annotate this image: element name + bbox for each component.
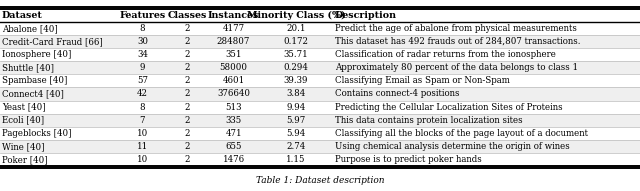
Text: 30: 30 — [137, 37, 148, 46]
Text: 0.294: 0.294 — [284, 63, 308, 72]
Text: 11: 11 — [137, 142, 148, 151]
Text: 7: 7 — [140, 116, 145, 125]
Text: 39.39: 39.39 — [284, 76, 308, 85]
Text: 2: 2 — [184, 155, 190, 164]
Text: Description: Description — [335, 11, 397, 20]
Text: Approximately 80 percent of the data belongs to class 1: Approximately 80 percent of the data bel… — [335, 63, 578, 72]
Text: 284807: 284807 — [217, 37, 250, 46]
Text: 2: 2 — [184, 50, 190, 59]
Text: This dataset has 492 frauds out of 284,807 transactions.: This dataset has 492 frauds out of 284,8… — [335, 37, 580, 46]
Text: 335: 335 — [225, 116, 242, 125]
Text: Classifying all the blocks of the page layout of a document: Classifying all the blocks of the page l… — [335, 129, 588, 138]
Text: 57: 57 — [137, 76, 148, 85]
Text: Classifying Email as Spam or Non-Spam: Classifying Email as Spam or Non-Spam — [335, 76, 509, 85]
Text: 2: 2 — [184, 24, 190, 33]
Text: Shuttle [40]: Shuttle [40] — [2, 63, 54, 72]
Text: Predict the age of abalone from physical measurements: Predict the age of abalone from physical… — [335, 24, 577, 33]
Text: 35.71: 35.71 — [284, 50, 308, 59]
Text: Credit-Card Fraud [66]: Credit-Card Fraud [66] — [2, 37, 102, 46]
Text: 0.172: 0.172 — [284, 37, 308, 46]
Text: Dataset: Dataset — [2, 11, 43, 20]
Text: 655: 655 — [225, 142, 242, 151]
Text: Classification of radar returns from the ionosphere: Classification of radar returns from the… — [335, 50, 556, 59]
Text: 513: 513 — [225, 103, 242, 112]
FancyBboxPatch shape — [0, 35, 640, 48]
Text: Spambase [40]: Spambase [40] — [2, 76, 67, 85]
Text: Connect4 [40]: Connect4 [40] — [2, 89, 64, 98]
Text: 1.15: 1.15 — [286, 155, 306, 164]
Text: This data contains protein localization sites: This data contains protein localization … — [335, 116, 522, 125]
Text: 5.97: 5.97 — [286, 116, 306, 125]
Text: 5.94: 5.94 — [286, 129, 306, 138]
Text: Minority Class (%): Minority Class (%) — [246, 11, 346, 20]
Text: 4601: 4601 — [223, 76, 244, 85]
Text: 8: 8 — [140, 24, 145, 33]
Text: 2: 2 — [184, 103, 190, 112]
Text: 58000: 58000 — [220, 63, 248, 72]
Text: 2: 2 — [184, 76, 190, 85]
Text: 2: 2 — [184, 89, 190, 98]
Text: Classes: Classes — [168, 11, 207, 20]
Text: Features: Features — [119, 11, 166, 20]
Text: 2: 2 — [184, 129, 190, 138]
Text: 2: 2 — [184, 116, 190, 125]
FancyBboxPatch shape — [0, 114, 640, 127]
Text: 9.94: 9.94 — [286, 103, 306, 112]
Text: Using chemical analysis determine the origin of wines: Using chemical analysis determine the or… — [335, 142, 570, 151]
Text: Ionosphere [40]: Ionosphere [40] — [2, 50, 71, 59]
Text: 10: 10 — [137, 155, 148, 164]
FancyBboxPatch shape — [0, 87, 640, 100]
Text: 4177: 4177 — [223, 24, 244, 33]
Text: 3.84: 3.84 — [286, 89, 306, 98]
Text: 20.1: 20.1 — [286, 24, 306, 33]
Text: Purpose is to predict poker hands: Purpose is to predict poker hands — [335, 155, 481, 164]
Text: 2: 2 — [184, 37, 190, 46]
Text: Poker [40]: Poker [40] — [2, 155, 47, 164]
Text: Table 1: Dataset description: Table 1: Dataset description — [256, 176, 384, 185]
Text: Wine [40]: Wine [40] — [2, 142, 44, 151]
Text: 471: 471 — [225, 129, 242, 138]
Text: 2.74: 2.74 — [286, 142, 306, 151]
Text: Ecoli [40]: Ecoli [40] — [2, 116, 44, 125]
Text: 2: 2 — [184, 63, 190, 72]
Text: Predicting the Cellular Localization Sites of Proteins: Predicting the Cellular Localization Sit… — [335, 103, 563, 112]
Text: 376640: 376640 — [217, 89, 250, 98]
FancyBboxPatch shape — [0, 61, 640, 74]
Text: 2: 2 — [184, 142, 190, 151]
Text: Abalone [40]: Abalone [40] — [2, 24, 58, 33]
Text: 9: 9 — [140, 63, 145, 72]
Text: 42: 42 — [137, 89, 148, 98]
Text: 8: 8 — [140, 103, 145, 112]
Text: 1476: 1476 — [223, 155, 244, 164]
FancyBboxPatch shape — [0, 140, 640, 153]
Text: Contains connect-4 positions: Contains connect-4 positions — [335, 89, 460, 98]
Text: Instances: Instances — [208, 11, 259, 20]
Text: 10: 10 — [137, 129, 148, 138]
Text: Yeast [40]: Yeast [40] — [2, 103, 45, 112]
Text: 34: 34 — [137, 50, 148, 59]
Text: 351: 351 — [225, 50, 242, 59]
Text: Pageblocks [40]: Pageblocks [40] — [2, 129, 72, 138]
